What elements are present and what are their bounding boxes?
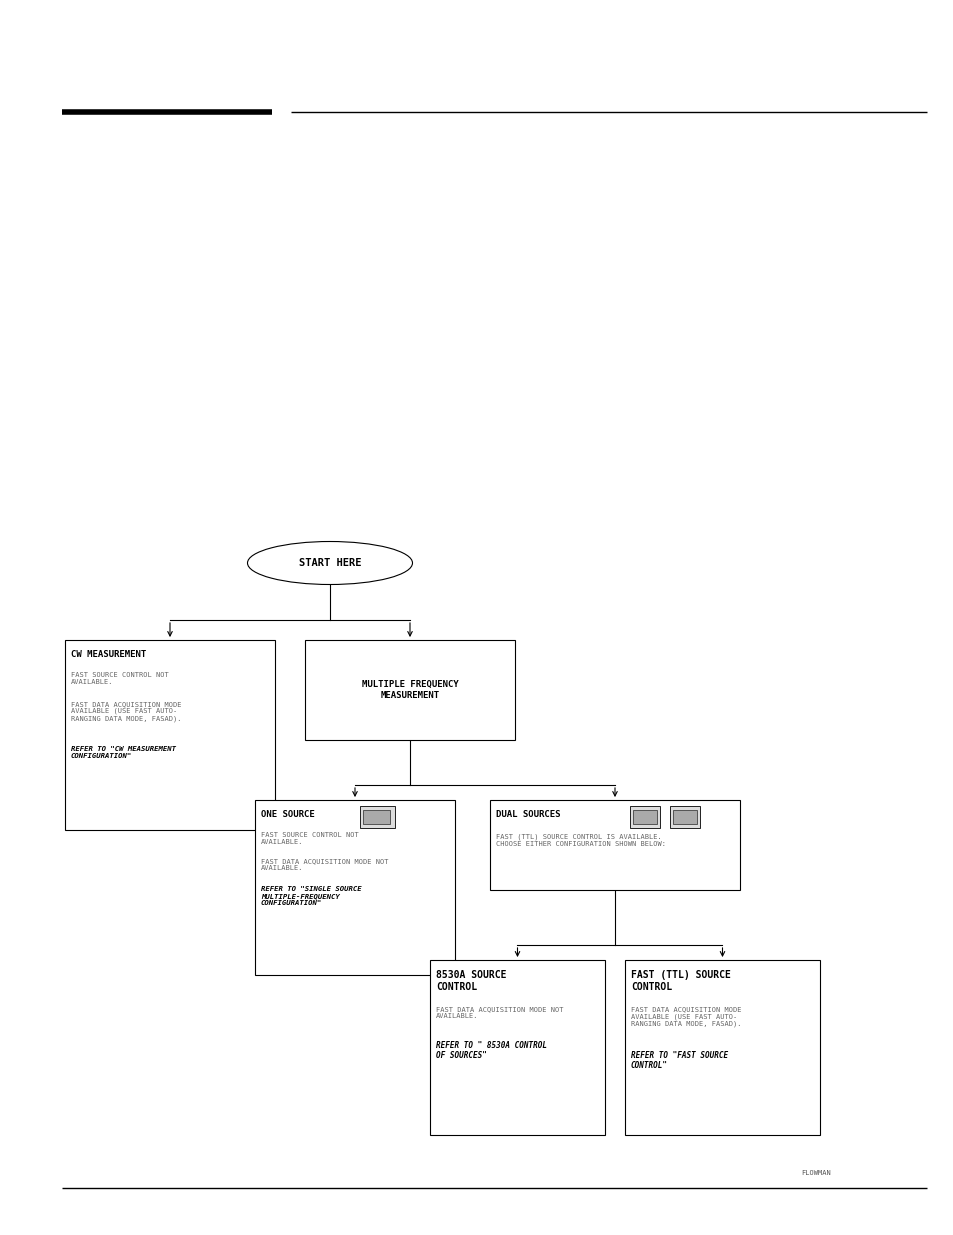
Text: FAST (TTL) SOURCE CONTROL IS AVAILABLE.
CHOOSE EITHER CONFIGURATION SHOWN BELOW:: FAST (TTL) SOURCE CONTROL IS AVAILABLE. … <box>496 834 665 847</box>
Bar <box>624 960 820 1135</box>
Text: REFER TO "FAST SOURCE
CONTROL": REFER TO "FAST SOURCE CONTROL" <box>630 1051 727 1071</box>
Text: FAST (TTL) SOURCE
CONTROL: FAST (TTL) SOURCE CONTROL <box>630 969 730 992</box>
Text: START HERE: START HERE <box>298 558 361 568</box>
Text: MULTIPLE FREQUENCY
MEASUREMENT: MULTIPLE FREQUENCY MEASUREMENT <box>361 680 457 700</box>
Bar <box>305 640 515 740</box>
Text: FAST DATA ACQUISITION MODE NOT
AVAILABLE.: FAST DATA ACQUISITION MODE NOT AVAILABLE… <box>436 1007 563 1019</box>
Text: FAST SOURCE CONTROL NOT
AVAILABLE.: FAST SOURCE CONTROL NOT AVAILABLE. <box>261 832 358 845</box>
Text: DUAL SOURCES: DUAL SOURCES <box>496 810 560 819</box>
Text: CW MEASUREMENT: CW MEASUREMENT <box>71 650 146 659</box>
Bar <box>669 806 700 827</box>
Text: REFER TO "CW MEASUREMENT
CONFIGURATION": REFER TO "CW MEASUREMENT CONFIGURATION" <box>71 746 175 760</box>
Bar <box>629 806 659 827</box>
Text: FAST SOURCE CONTROL NOT
AVAILABLE.: FAST SOURCE CONTROL NOT AVAILABLE. <box>71 672 169 685</box>
Text: ONE SOURCE: ONE SOURCE <box>261 810 314 819</box>
Text: REFER TO "SINGLE SOURCE
MULTIPLE-FREQUENCY
CONFIGURATION": REFER TO "SINGLE SOURCE MULTIPLE-FREQUEN… <box>261 885 361 906</box>
Text: FAST DATA ACQUISITION MODE
AVAILABLE (USE FAST AUTO-
RANGING DATA MODE, FASAD).: FAST DATA ACQUISITION MODE AVAILABLE (US… <box>630 1007 740 1028</box>
Bar <box>363 810 390 824</box>
Ellipse shape <box>247 541 412 584</box>
Bar <box>359 806 395 827</box>
Bar <box>672 810 697 824</box>
Bar <box>633 810 657 824</box>
Bar <box>490 800 740 890</box>
Bar <box>65 640 274 830</box>
Text: 8530A SOURCE
CONTROL: 8530A SOURCE CONTROL <box>436 969 506 992</box>
Text: FAST DATA ACQUISITION MODE NOT
AVAILABLE.: FAST DATA ACQUISITION MODE NOT AVAILABLE… <box>261 858 388 871</box>
Text: FAST DATA ACQUISITION MODE
AVAILABLE (USE FAST AUTO-
RANGING DATA MODE, FASAD).: FAST DATA ACQUISITION MODE AVAILABLE (US… <box>71 701 181 722</box>
Bar <box>254 800 455 974</box>
Text: FLOWMAN: FLOWMAN <box>801 1170 830 1176</box>
Bar <box>430 960 604 1135</box>
Text: REFER TO " 8530A CONTROL
OF SOURCES": REFER TO " 8530A CONTROL OF SOURCES" <box>436 1041 546 1061</box>
